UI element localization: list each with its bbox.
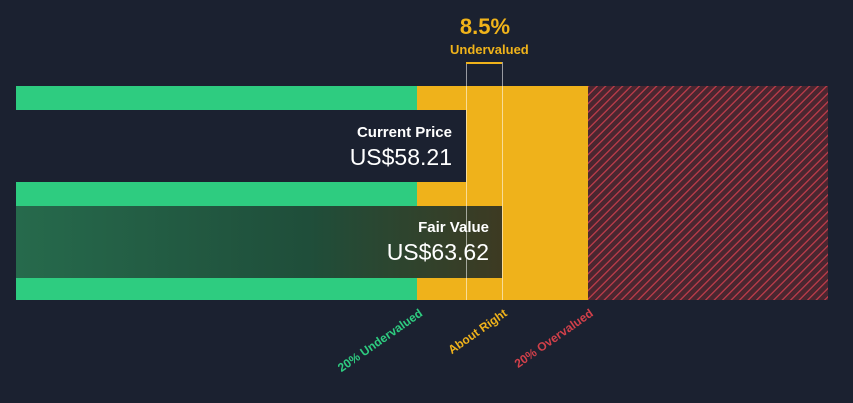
difference-label: 8.5% Undervalued [450,14,529,57]
difference-percent: 8.5% [459,14,511,39]
zone-label-about-right: About Right [445,306,511,357]
zone-label-undervalued: 20% Undervalued [335,306,426,375]
fair-value-callout: Fair Value US$63.62 [387,219,489,266]
current-price-bar [16,110,466,182]
zone-label-overvalued: 20% Overvalued [512,306,597,371]
fair-value-label: Fair Value [418,219,489,236]
current-price-label: Current Price [356,124,452,141]
difference-bracket-top [466,62,502,64]
current-price-callout: Current Price US$58.21 [350,124,452,171]
verdict-text: Undervalued [450,42,529,57]
fair-value-bar [16,206,502,278]
current-price-value: US$58.21 [349,144,452,170]
fair-value-value: US$63.62 [386,239,489,265]
difference-bracket [466,62,503,300]
zone-overvalued [588,86,828,300]
